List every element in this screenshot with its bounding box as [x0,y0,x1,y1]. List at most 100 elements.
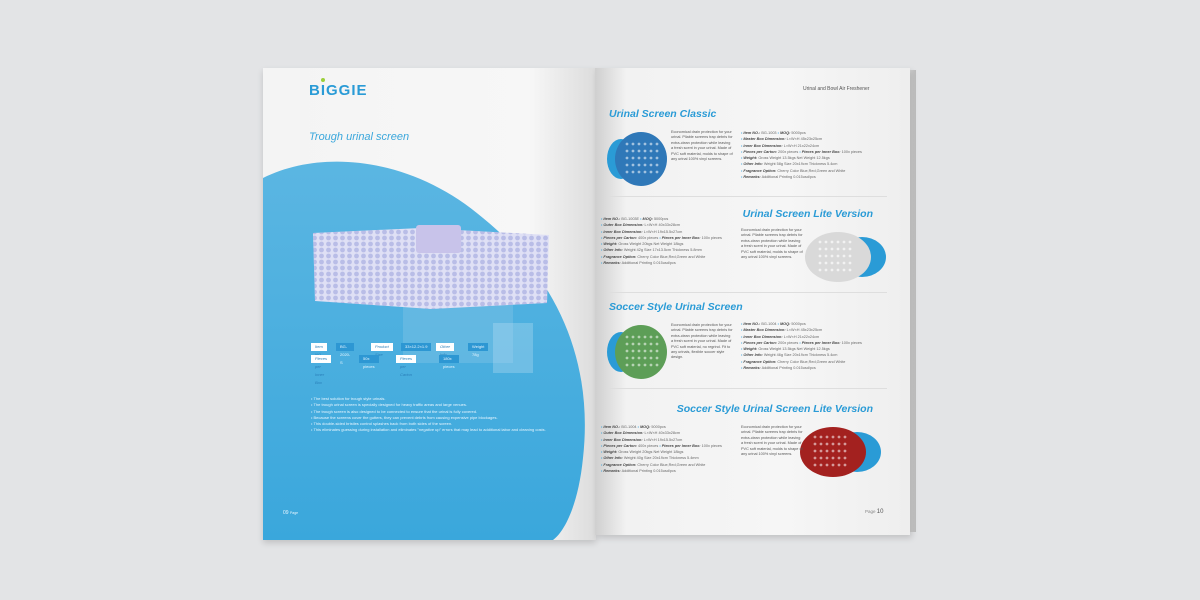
spec-label: Item NO.: [603,425,621,429]
logo-dot [321,78,325,82]
info-value: Weight 78g [468,343,489,357]
page-number-value: 09 [283,510,289,516]
bullet-icon: • [741,334,744,339]
info-label: Other Info [436,343,455,357]
product-description: Economical drain protection for your uri… [741,228,803,260]
spec-label: Inner Box Dimension: [743,143,783,148]
info-value: 33×12.2×1.9 [401,343,432,351]
spec-value: 5000pcs [653,217,669,221]
page-label: Page [865,509,876,514]
bullet-icon: • [776,322,780,326]
bullet-icon: • [741,162,744,167]
spec-row: • Remarks: Additional Printing 0.015usd/… [601,260,722,266]
info-value: BG-2020-S [336,343,355,365]
spec-label: Inner Box Dimension: [603,437,643,442]
spec-label: Inner Box Dimension: [743,334,783,339]
page-number: 09 Page [283,510,298,516]
spec-label: Pieces per Inner Box: [661,443,701,448]
spec-label: Other Info: [743,162,763,167]
spec-row: • Weight: Gross Weight 13.5kgs Net Weigh… [741,155,862,161]
feature-list: The best solution for trough style urina… [311,396,551,434]
spec-value: 400x pieces [638,443,659,448]
spec-row: • Pieces per Carton: 200x pieces • Piece… [741,149,862,155]
spec-value: 200x pieces [778,149,799,154]
spec-value: 100x pieces [841,340,862,345]
bullet-icon: • [741,168,744,173]
spec-label: MOQ: [780,131,791,135]
spec-value: Weight 46g Size 20x19cm Thickness 5.4cm [763,353,838,358]
spec-row: • Weight: Gross Weight 20kgs Net Weight … [601,449,722,455]
spec-value: Gross Weight 20kgs Net Weight 18kgs [618,450,684,455]
spec-value: L×W×H 19x15.5x27cm [643,437,683,442]
spec-value: L×W×H 40x33x28cm [644,431,681,436]
spec-row: • Fragrance Option: Cherry Color Blue,Re… [601,462,722,468]
bullet-icon: • [741,143,744,148]
spec-label: Other Info: [743,353,763,358]
trough-screen-image [313,225,549,309]
spec-list: • Item NO.: BG-1004 • MOQ: 5000pcs • Oute… [601,424,722,474]
spec-value: Additional Printing 0.015usd/pcs [761,366,816,371]
spec-value: BG-1004 [761,322,777,326]
spec-value: L×W×H 21x22x24cm [783,143,820,148]
product-description: Economical drain protection for your uri… [671,130,733,162]
spec-value: Additional Printing 0.015usd/pcs [761,175,816,180]
bullet-icon: • [601,242,604,247]
spec-value: 400x pieces [638,235,659,240]
bullet-icon: • [636,425,640,429]
spec-label: Inner Box Dimension: [603,229,643,234]
section-divider [609,292,887,293]
spec-row: • Item NO.: BG-1003E • MOQ: 5000pcs [601,216,722,222]
spec-value: Weight 58g Size 20x19cm Thickness 5.4cm [763,162,838,167]
spec-row: • Other Info: Weight 42g Size 17x13.5cm … [601,247,722,253]
spec-label: Pieces per Carton: [743,340,777,345]
spec-row: • Fragrance Option: Cherry Color Blue,Re… [601,254,722,260]
spec-value: BG-1003 [761,131,777,135]
spec-label: Weight: [603,242,618,247]
spec-label: Pieces per Carton: [603,443,637,448]
page-stack-edge [908,70,916,532]
spec-value: 5000pcs [791,322,806,326]
spec-row: • Item NO.: BG-1003 • MOQ: 5000pcs [741,130,862,136]
spec-row: • Other Info: Weight 58g Size 20x19cm Th… [741,161,862,167]
spec-value: Additional Printing 0.015usd/pcs [621,469,676,474]
right-page: Urinal and Bowl Air Freshener Urinal Scr… [595,68,910,535]
bullet-icon: • [741,353,744,358]
feature-item: The best solution for trough style urina… [311,396,551,402]
spec-value: Cherry Color Blue,Red,Green and White [777,168,846,173]
spec-value: 100x pieces [701,235,722,240]
bullet-icon: • [601,223,604,228]
product-title: Urinal Screen Lite Version [742,208,873,220]
info-label: Pieces per Inner Box [311,355,332,385]
spec-label: Master Box Dimension: [743,137,786,142]
product-image [607,132,667,186]
spec-label: Remarks: [743,366,761,371]
bullet-icon: • [601,261,604,266]
spec-row: • Item NO.: BG-1004 • MOQ: 5000pcs [741,321,862,327]
spec-list: • Item NO.: BG-1003E • MOQ: 5000pcs • Out… [601,216,722,266]
bullet-icon: • [741,322,744,326]
bullet-icon: • [798,340,802,345]
spec-value: 5000pcs [651,425,666,429]
bullet-icon: • [601,450,604,455]
spec-row: • Inner Box Dimension: L×W×H 19x15.5x27c… [601,229,722,235]
bullet-icon: • [601,217,604,221]
spec-row: • Pieces per Carton: 200x pieces • Piece… [741,340,862,346]
spec-row: • Inner Box Dimension: L×W×H 19x15.5x27c… [601,437,722,443]
spec-label: MOQ: [640,425,651,429]
spec-label: Pieces per Inner Box: [661,235,701,240]
feature-item: Because the screens cover the gutters, t… [311,415,551,421]
bullet-icon: • [601,425,604,429]
info-label: Item NO. [311,343,327,357]
spec-label: Pieces per Inner Box: [801,149,841,154]
spec-value: Cherry Color Blue,Red,Green and White [777,359,846,364]
product-description: Economical drain protection for your uri… [671,323,733,360]
spec-row: • Item NO.: BG-1004 • MOQ: 5000pcs [601,424,722,430]
spec-value: BG-1003E [621,217,640,221]
spec-label: Pieces per Carton: [743,149,777,154]
bullet-icon: • [601,462,604,467]
bullet-icon: • [798,149,802,154]
bullet-icon: • [741,175,744,180]
spec-value: Weight 42g Size 17x13.5cm Thickness 5.8m… [623,248,702,253]
bullet-icon: • [601,437,604,442]
bullet-icon: • [658,235,662,240]
